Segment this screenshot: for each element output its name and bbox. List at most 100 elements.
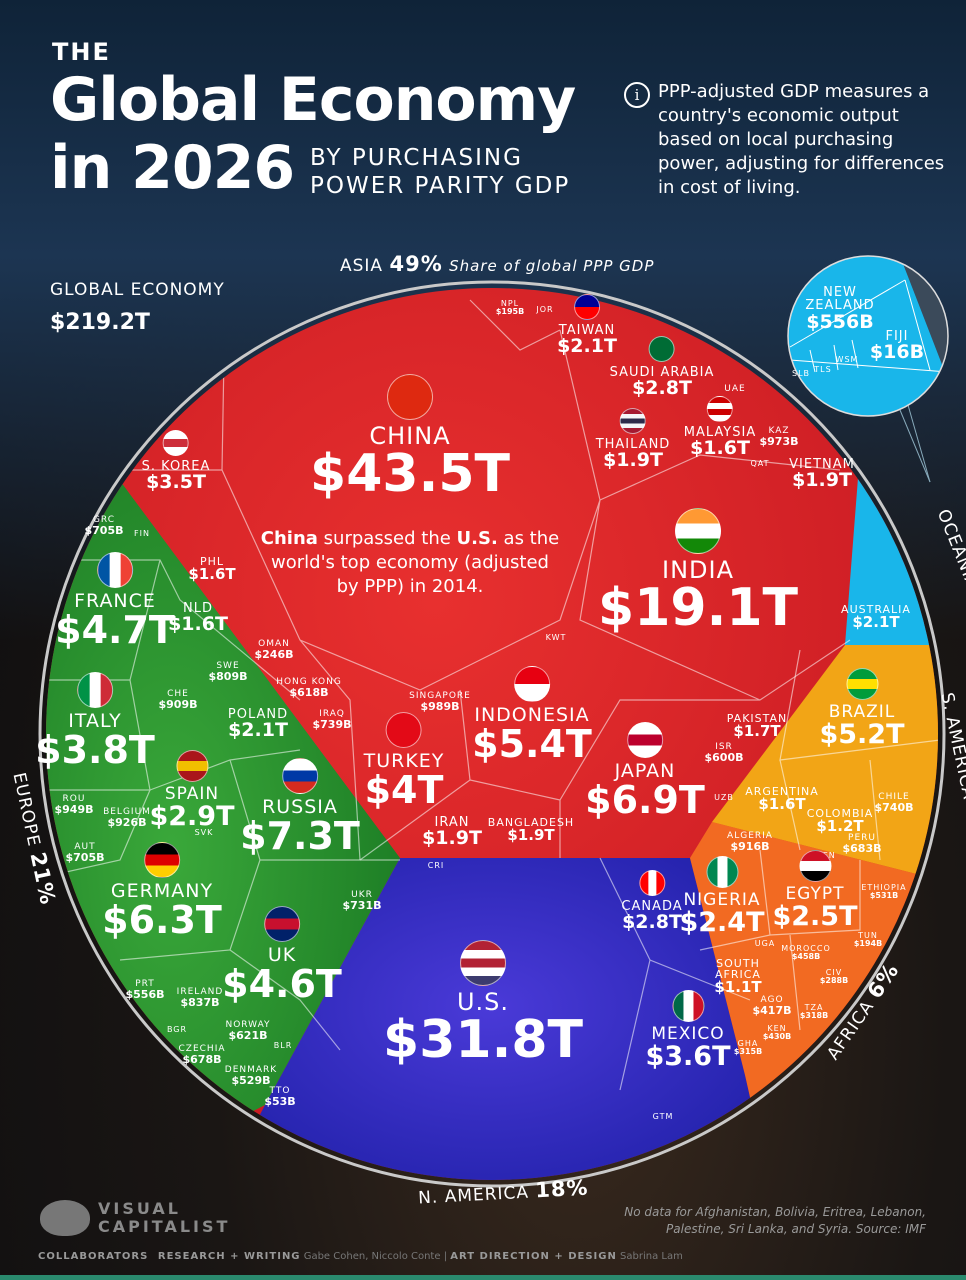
country-cell-australia: AUSTRALIA $2.1T xyxy=(841,604,911,631)
thailand-flag-icon xyxy=(620,408,646,434)
country-gdp-value: $1.7T xyxy=(733,722,781,741)
country-cell-tun: TUN $194B xyxy=(854,931,882,948)
country-gdp-value: $16B xyxy=(869,341,925,364)
country-gdp-value: $683B xyxy=(842,842,882,856)
region-north-america xyxy=(200,858,780,1180)
country-cell-russia: RUSSIA $7.3T xyxy=(240,758,360,856)
country-gdp-value: $926B xyxy=(107,816,147,830)
country-cell-wsm: WSM xyxy=(836,355,859,364)
country-gdp-value: $2.9T xyxy=(149,801,235,833)
country-gdp-value: $2.1T xyxy=(557,335,617,358)
country-cell-che: CHE $909B xyxy=(159,689,198,710)
country-gdp-value: $1.9T xyxy=(792,469,852,492)
country-cell-ireland: IRELAND $837B xyxy=(177,987,224,1008)
country-name: HONG KONG xyxy=(276,677,342,687)
country-gdp-value: $53B xyxy=(264,1095,296,1109)
country-cell-nigeria: NIGERIA $2.4T xyxy=(679,856,765,937)
country-gdp-value: $318B xyxy=(799,1011,829,1021)
country-name: OMAN xyxy=(258,639,290,649)
italy-flag-icon xyxy=(77,672,113,708)
country-name: DENMARK xyxy=(224,1065,278,1075)
country-name: BELGIUM xyxy=(103,807,151,817)
country-name: AUSTRALIA xyxy=(841,603,911,616)
country-cell-blr: BLR xyxy=(273,1041,293,1050)
country-gdp-value: $7.3T xyxy=(240,814,360,859)
country-cell-peru: PERU $683B xyxy=(842,833,882,856)
country-cell-south-africa: SOUTH AFRICA $1.1T xyxy=(702,958,774,996)
region-south-america xyxy=(712,645,938,880)
country-cell-pakistan: PAKISTAN $1.7T xyxy=(727,713,788,740)
country-gdp-value: $1.6T xyxy=(188,565,236,584)
country-cell-cri: CRI xyxy=(428,861,445,870)
country-gdp-value: $5.2T xyxy=(819,719,905,751)
country-cell-spain: SPAIN $2.9T xyxy=(149,750,235,833)
country-cell-qat: QAT xyxy=(750,459,769,468)
title-prefix: THE xyxy=(52,38,111,66)
egypt-flag-icon xyxy=(798,850,831,882)
country-name: SINGAPORE xyxy=(409,691,471,701)
country-cell-mexico: MEXICO $3.6T xyxy=(645,990,731,1071)
turkey-flag-icon xyxy=(385,712,422,748)
country-cell-india: INDIA $19.1T xyxy=(598,508,798,636)
country-name: SAUDI ARABIA xyxy=(609,365,715,380)
country-cell-gha: GHA $315B xyxy=(734,1039,762,1056)
country-cell-ethiopia: ETHIOPIA $531B xyxy=(861,883,907,900)
country-cell-slb: SLB xyxy=(792,369,810,378)
country-name: MALAYSIA xyxy=(683,425,757,440)
collaborators-label: COLLABORATORS xyxy=(38,1251,149,1262)
country-cell-ken: KEN $430B xyxy=(762,1024,792,1042)
inset-ring xyxy=(787,255,949,417)
logo-line-2: CAPITALIST xyxy=(98,1217,231,1236)
spain-flag-icon xyxy=(175,750,208,782)
country-cell-rou: ROU $949B xyxy=(55,794,94,815)
country-cell-s-korea: S. KOREA $3.5T xyxy=(142,430,211,493)
country-gdp-value: $19.1T xyxy=(598,578,798,639)
country-gdp-value: $4T xyxy=(364,768,444,813)
country-name: RUSSIA xyxy=(262,796,338,818)
u-s-flag-icon xyxy=(459,940,506,986)
country-cell-gtm: GTM xyxy=(653,1112,674,1121)
country-gdp-value: $4.7T xyxy=(55,608,175,653)
country-name: U.S. xyxy=(456,988,510,1016)
country-cell-poland: POLAND $2.1T xyxy=(228,708,288,741)
region-share: 18% xyxy=(534,1175,590,1203)
country-name: CIV xyxy=(825,968,843,977)
country-name: ISR xyxy=(715,742,733,752)
country-gdp-value: $5.4T xyxy=(472,722,592,767)
country-gdp-value: $430B xyxy=(762,1032,792,1042)
country-gdp-value: $1.9T xyxy=(507,826,555,845)
country-name: IRAN xyxy=(434,815,470,830)
country-name: PERU xyxy=(848,833,876,843)
country-name: ITALY xyxy=(68,710,122,732)
country-name: CHINA xyxy=(369,422,451,450)
country-name: PRT xyxy=(135,979,155,989)
country-gdp-value: $705B xyxy=(65,851,105,865)
research-names: Gabe Cohen, Niccolo Conte xyxy=(303,1251,441,1262)
country-name: UAE xyxy=(724,384,746,394)
country-gdp-value: $2.1T xyxy=(852,613,900,632)
country-name: ETHIOPIA xyxy=(861,883,907,892)
country-gdp-value: $417B xyxy=(752,1004,792,1018)
country-gdp-value: $529B xyxy=(231,1074,271,1088)
country-name: UKR xyxy=(351,890,373,900)
country-cell-swe: SWE $809B xyxy=(209,661,248,682)
country-name: BLR xyxy=(273,1041,293,1050)
country-name: AUT xyxy=(74,842,96,852)
bottom-strip xyxy=(0,1275,966,1280)
country-name: BRAZIL xyxy=(828,702,896,722)
country-cell-grc: GRC $705B xyxy=(85,515,124,536)
inset-connector xyxy=(899,409,931,483)
country-gdp-value: $1.2T xyxy=(816,817,864,836)
country-gdp-value: $43.5T xyxy=(310,444,510,505)
country-name: GERMANY xyxy=(110,880,214,902)
country-cell-vietnam: VIETNAM $1.9T xyxy=(789,458,855,491)
country-cell-chile: CHILE $740B xyxy=(875,792,914,813)
country-cell-oman: OMAN $246B xyxy=(255,639,294,660)
country-cell-germany: GERMANY $6.3T xyxy=(102,842,222,940)
country-gdp-value: $916B xyxy=(730,840,770,854)
country-gdp-value: $1.6T xyxy=(168,613,228,636)
country-gdp-value: $1.1T xyxy=(714,978,762,997)
country-cell-hong-kong: HONG KONG $618B xyxy=(276,677,342,698)
country-cell-civ: CIV $288B xyxy=(820,968,848,985)
